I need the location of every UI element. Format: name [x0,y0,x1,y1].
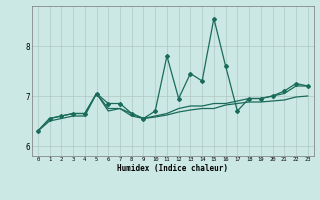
X-axis label: Humidex (Indice chaleur): Humidex (Indice chaleur) [117,164,228,173]
